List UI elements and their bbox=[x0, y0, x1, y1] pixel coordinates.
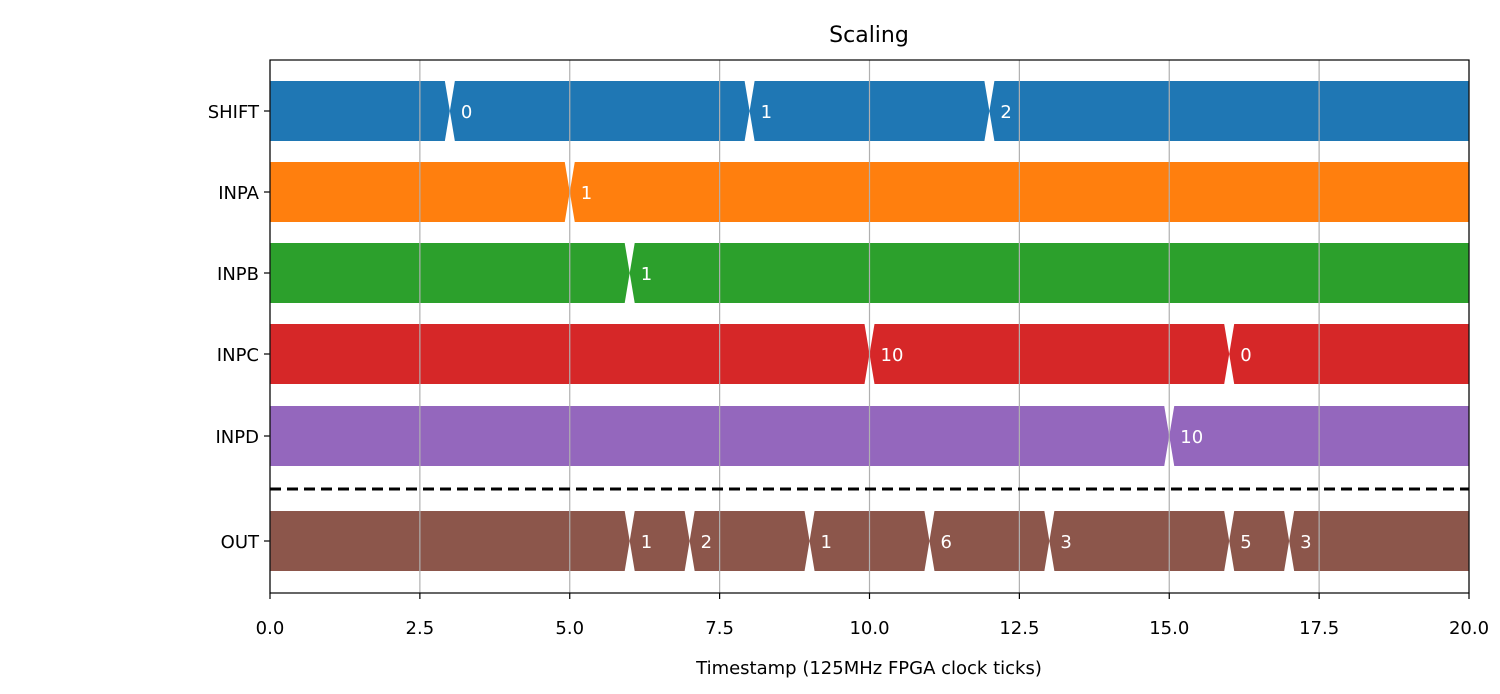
signal-segment bbox=[1049, 511, 1230, 571]
y-tick-label: OUT bbox=[221, 532, 260, 553]
signal-segment bbox=[1289, 511, 1469, 571]
x-tick-label: 17.5 bbox=[1299, 618, 1339, 639]
x-tick-label: 10.0 bbox=[849, 618, 889, 639]
signal-segment bbox=[1229, 511, 1290, 571]
x-tick-label: 0.0 bbox=[256, 618, 285, 639]
value-label: 2 bbox=[1000, 102, 1011, 123]
y-tick-label: SHIFT bbox=[208, 102, 260, 123]
value-label: 3 bbox=[1300, 532, 1311, 553]
value-label: 0 bbox=[1240, 345, 1251, 366]
value-label: 1 bbox=[641, 264, 652, 285]
x-tick-label: 12.5 bbox=[999, 618, 1039, 639]
x-tick-label: 2.5 bbox=[406, 618, 435, 639]
signal-out: 1 2 1 6 3 5 3 bbox=[270, 511, 1469, 571]
signal-segment bbox=[1229, 324, 1469, 384]
x-tick-label: 5.0 bbox=[555, 618, 584, 639]
x-tick-label: 15.0 bbox=[1149, 618, 1189, 639]
value-label: 10 bbox=[881, 345, 904, 366]
signal-inpb: 1 bbox=[270, 243, 1469, 303]
signal-segment bbox=[629, 511, 690, 571]
value-label: 1 bbox=[761, 102, 772, 123]
signal-segment bbox=[869, 324, 1230, 384]
value-label: 1 bbox=[821, 532, 832, 553]
chart-title: Scaling bbox=[829, 23, 909, 48]
y-tick-label: INPC bbox=[217, 345, 259, 366]
signal-segment bbox=[989, 81, 1469, 141]
signal-segment bbox=[449, 81, 750, 141]
x-axis-label: Timestamp (125MHz FPGA clock ticks) bbox=[695, 658, 1042, 679]
signal-segment bbox=[270, 81, 450, 141]
y-tick-label: INPA bbox=[218, 183, 259, 204]
value-label: 3 bbox=[1060, 532, 1071, 553]
y-tick-label: INPB bbox=[217, 264, 259, 285]
value-label: 1 bbox=[581, 183, 592, 204]
plot-area: 0 1 2 SHIFT 1 INPA 1 INPB 10 0 INPC 10 INPD 1 2 1 6 3 5 3 OU… bbox=[208, 59, 1489, 639]
signal-segment bbox=[270, 511, 630, 571]
x-tick-label: 7.5 bbox=[705, 618, 734, 639]
value-label: 5 bbox=[1240, 532, 1251, 553]
signal-segment bbox=[270, 243, 630, 303]
value-label: 6 bbox=[940, 532, 951, 553]
value-label: 1 bbox=[641, 532, 652, 553]
value-label: 10 bbox=[1180, 427, 1203, 448]
signal-shift: 0 1 2 bbox=[270, 81, 1469, 141]
value-label: 0 bbox=[461, 102, 472, 123]
value-label: 2 bbox=[701, 532, 712, 553]
signal-segment bbox=[629, 243, 1469, 303]
x-tick-label: 20.0 bbox=[1449, 618, 1489, 639]
y-tick-label: INPD bbox=[216, 427, 260, 448]
